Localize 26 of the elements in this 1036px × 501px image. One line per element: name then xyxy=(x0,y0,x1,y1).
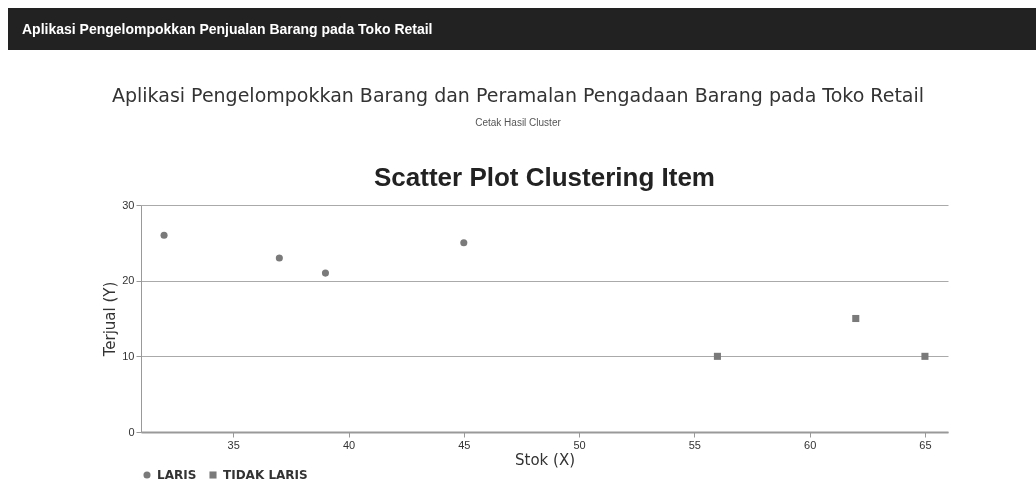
point xyxy=(275,254,283,262)
text: Aplikasi Pengelompokkan Penjualan Barang pada Toko Retail xyxy=(8,8,1036,50)
point xyxy=(321,269,329,277)
x-tick-label: 55 xyxy=(688,438,701,451)
y-tick-label: 30 xyxy=(122,198,135,211)
x-tick-label: 40 xyxy=(342,438,356,451)
point xyxy=(852,314,860,323)
y-tick-label: 10 xyxy=(122,349,135,362)
x-tick-label: 60 xyxy=(804,438,817,451)
chart-title: Scatter Plot Clustering Item xyxy=(374,162,715,192)
x-axis-title: Stok (X) xyxy=(514,450,576,469)
y-tick-label: 0 xyxy=(128,425,135,438)
legend-label: LARIS xyxy=(157,468,197,482)
legend-label: TIDAK LARIS xyxy=(223,468,308,482)
point xyxy=(460,239,468,247)
x-tick-label: 35 xyxy=(227,438,240,451)
x-tick-label: 50 xyxy=(573,438,586,451)
x-tick-label: 65 xyxy=(919,438,932,451)
point xyxy=(160,231,168,239)
text: Aplikasi Pengelompokkan Barang dan Peramalan Pengadaan Barang pada Toko Retail xyxy=(110,84,926,106)
y-tick-label: 20 xyxy=(122,274,135,287)
point xyxy=(921,352,929,360)
text: Cetak Hasil Cluster xyxy=(474,117,562,128)
y-axis-title: Terjual (Y) xyxy=(101,281,120,358)
point xyxy=(713,352,721,360)
x-tick-label: 45 xyxy=(458,438,471,451)
